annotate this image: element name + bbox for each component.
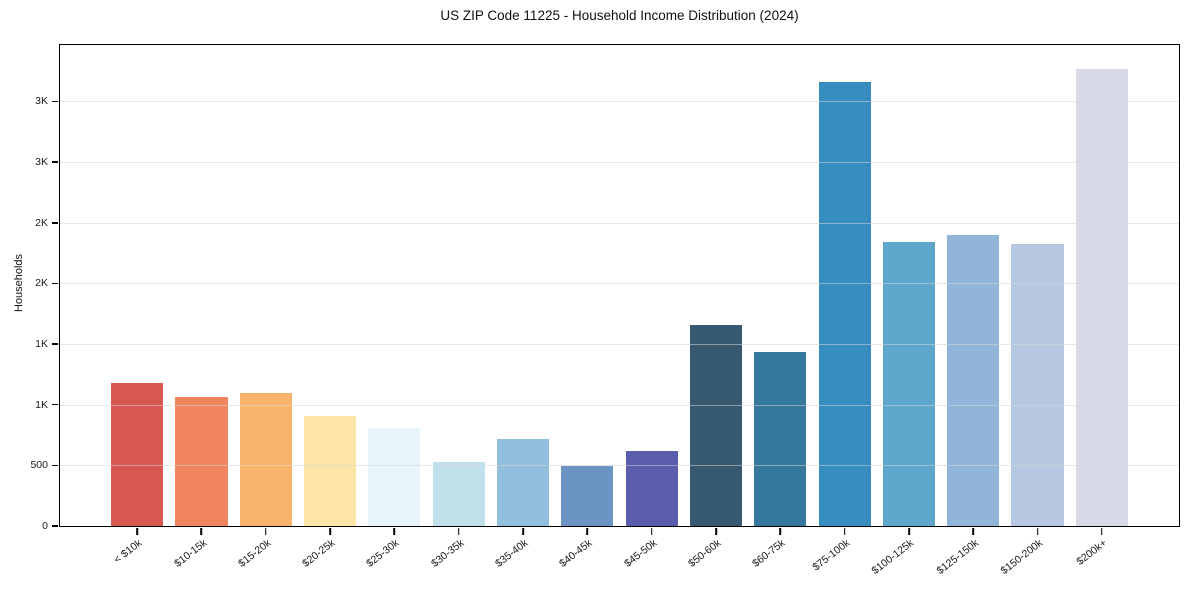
x-tick-label: < $10k (112, 537, 145, 567)
x-tick-mark (972, 528, 975, 535)
bar-slot: $125-150k (934, 45, 1005, 577)
bar-slot: $20-25k (298, 45, 362, 570)
bar-slot: $45-50k (620, 45, 684, 570)
y-tick-mark (52, 525, 58, 527)
x-tick-mark (1101, 528, 1103, 535)
y-tick-mark (52, 403, 58, 406)
y-tick-mark (52, 282, 58, 285)
bar (689, 325, 742, 526)
y-tick-label: 3K (35, 156, 48, 169)
bar (882, 241, 935, 526)
bar-slot: $30-35k (427, 45, 491, 570)
bar (818, 82, 871, 526)
x-tick-label: $150-200k (998, 537, 1045, 578)
x-tick-label: $35-40k (493, 537, 531, 570)
x-tick-mark (715, 528, 717, 535)
bar (175, 396, 228, 526)
y-tick-label: 1K (35, 338, 48, 351)
bar (368, 428, 421, 526)
y-tick-label: 2K (35, 216, 48, 229)
chart-title: US ZIP Code 11225 - Household Income Dis… (440, 8, 799, 23)
bar-slot: < $10k (105, 45, 169, 566)
x-tick-label: $60-75k (750, 537, 788, 570)
x-tick-label: $25-30k (364, 537, 402, 570)
x-tick-mark (393, 528, 396, 535)
x-tick-label: $75-100k (810, 537, 852, 574)
bar (496, 439, 550, 526)
y-tick-label: 500 (30, 459, 48, 472)
bar (304, 415, 357, 526)
x-tick-mark (200, 528, 203, 535)
bar (754, 351, 807, 526)
bar (239, 392, 292, 526)
plot-area: < $10k $10-15k $15-20k $20-25k $25-30k $30-35… (30, 44, 1180, 577)
x-tick-label: $10-15k (171, 537, 209, 570)
gridline (60, 465, 1179, 467)
x-tick-label: $125-150k (934, 537, 981, 578)
gridline (60, 283, 1179, 285)
y-tick-label: 0 (42, 520, 48, 532)
y-tick-label: 2K (35, 277, 48, 290)
x-tick-mark (264, 528, 267, 535)
x-tick-mark (586, 528, 589, 535)
bar (432, 461, 485, 526)
gridline (60, 222, 1179, 224)
x-tick-mark (522, 528, 524, 535)
x-tick-label: $45-50k (621, 537, 660, 570)
bar-slot: $40-45k (555, 45, 619, 570)
x-tick-label: $40-45k (557, 537, 595, 570)
y-tick-mark (52, 343, 58, 345)
gridline (60, 344, 1179, 346)
x-tick-mark (779, 528, 782, 535)
bar (947, 234, 1000, 526)
bar-slot: $10-15k (169, 45, 233, 570)
bar-slot: $25-30k (362, 45, 426, 570)
x-tick-label: $20-25k (300, 537, 338, 570)
x-tick-mark (908, 528, 910, 535)
x-tick-mark (650, 528, 653, 535)
y-tick-mark (52, 161, 58, 163)
bar-slot: $150-200k (998, 45, 1069, 577)
y-tick-label: 1K (35, 398, 48, 411)
bar (111, 383, 164, 526)
gridline (60, 162, 1179, 164)
bar-slot: $50-60k (684, 45, 748, 570)
bar (1011, 243, 1064, 526)
bar (561, 465, 614, 526)
bars-container: < $10k $10-15k $15-20k $20-25k $25-30k $30-35… (60, 45, 1179, 577)
x-tick-label: $100-125k (869, 537, 917, 578)
y-tick-mark (52, 100, 58, 103)
x-tick-label: $200k+ (1074, 537, 1110, 568)
y-tick-label: 3K (35, 95, 48, 108)
bar (1075, 68, 1128, 526)
bar-slot: $15-20k (234, 45, 298, 570)
bar (625, 451, 678, 526)
x-tick-mark (1036, 528, 1039, 535)
x-tick-mark (843, 528, 846, 535)
x-tick-mark (329, 528, 331, 535)
bar-slot: $35-40k (491, 45, 555, 570)
x-tick-label: $50-60k (686, 537, 724, 570)
gridline (60, 101, 1179, 103)
x-tick-label: $15-20k (235, 537, 274, 570)
x-tick-mark (457, 528, 460, 535)
y-tick-mark (52, 221, 58, 224)
x-tick-mark (136, 528, 138, 535)
bar-slot: $75-100k (810, 45, 876, 573)
x-tick-label: $30-35k (428, 537, 467, 570)
bar-slot: $100-125k (870, 45, 941, 577)
y-tick-mark (52, 464, 58, 467)
gridline (60, 404, 1179, 406)
bar-slot: $60-75k (748, 45, 812, 570)
bar-slot: $200k+ (1070, 45, 1134, 568)
